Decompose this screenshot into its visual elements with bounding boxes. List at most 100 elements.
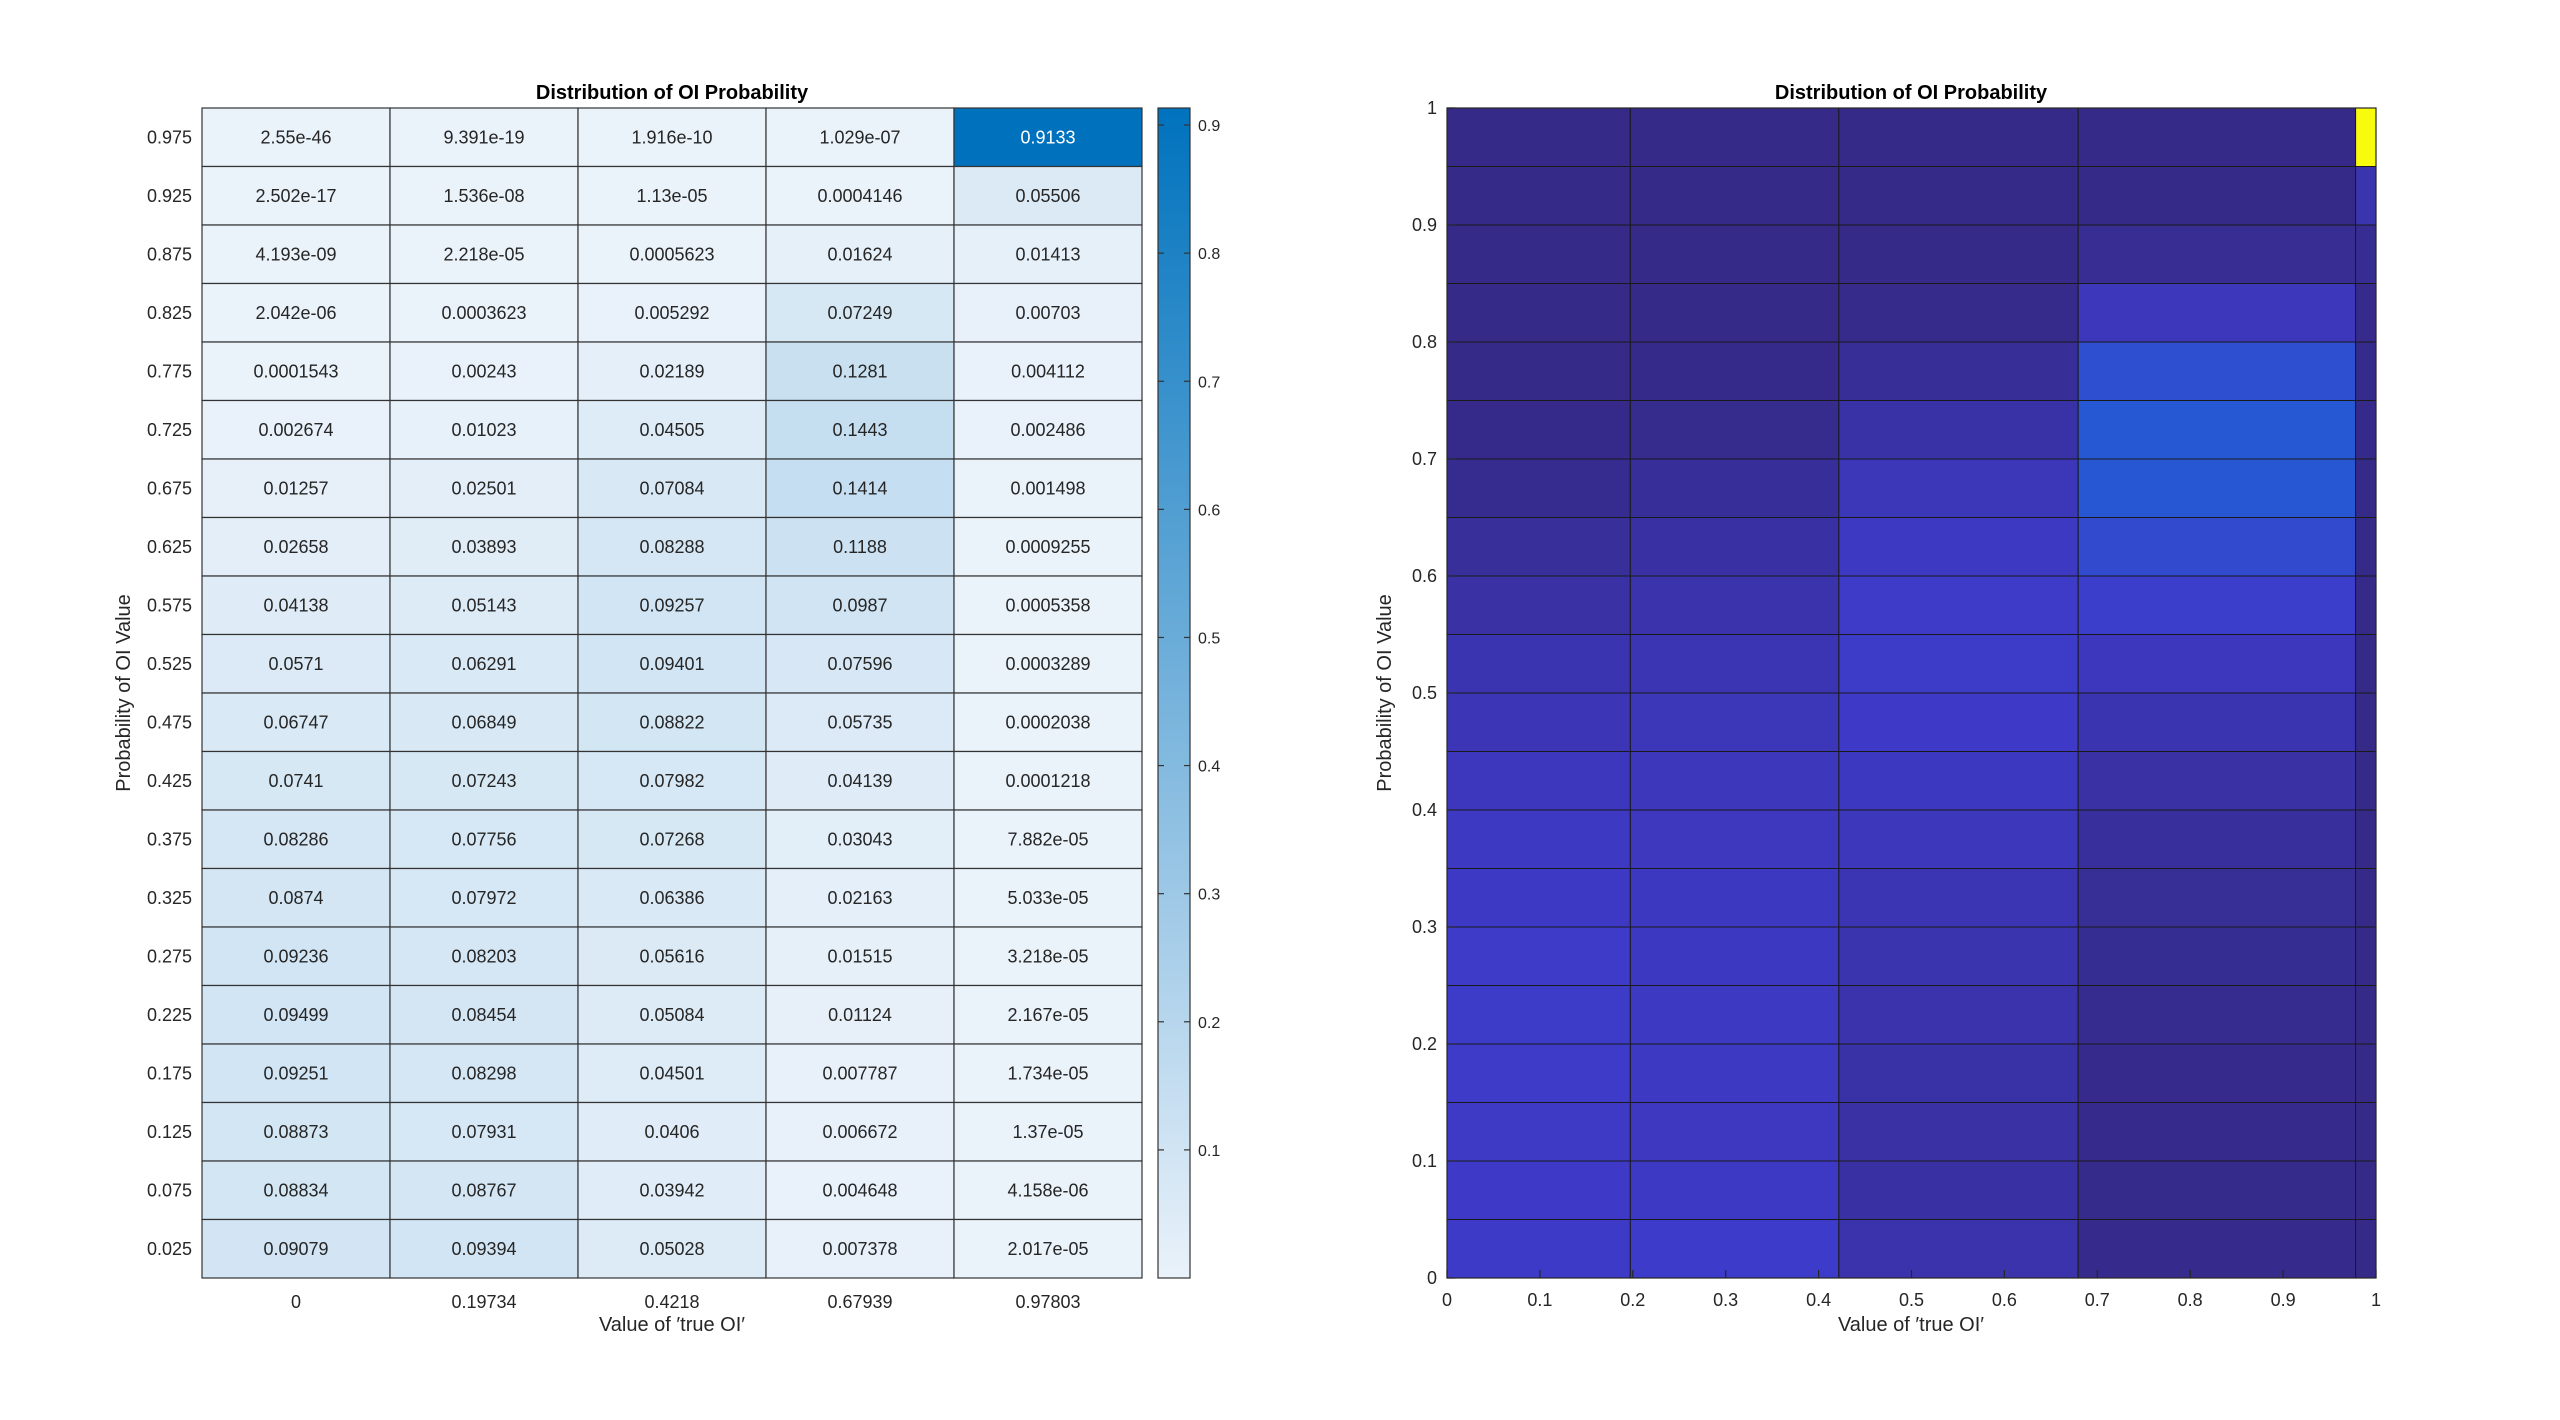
left-heatmap-cell-value: 0.0406 bbox=[644, 1122, 699, 1142]
right-x-tick-label: 1 bbox=[2371, 1290, 2381, 1310]
right-heatmap-cell bbox=[1838, 575, 2079, 635]
right-heatmap-cell bbox=[2355, 926, 2377, 986]
right-heatmap-cell bbox=[2355, 1102, 2377, 1162]
right-y-tick-label: 1 bbox=[1427, 98, 1437, 118]
right-heatmap-cell bbox=[1629, 107, 1840, 167]
right-x-tick-label: 0.9 bbox=[2271, 1290, 2296, 1310]
left-heatmap-cell-value: 0.03893 bbox=[451, 537, 516, 557]
left-heatmap-cell bbox=[201, 1218, 391, 1279]
right-heatmap-cell bbox=[2077, 809, 2357, 869]
right-heatmap-cell bbox=[2077, 224, 2357, 284]
left-heatmap-cell-value: 0.07243 bbox=[451, 771, 516, 791]
right-heatmap-cell bbox=[1446, 634, 1631, 694]
left-heatmap-cell bbox=[577, 867, 767, 928]
left-heatmap-cell bbox=[953, 1160, 1143, 1221]
right-heatmap-cell bbox=[1838, 517, 2079, 577]
right-heatmap-cell bbox=[1629, 1043, 1840, 1103]
right-y-tick-label: 0.9 bbox=[1412, 215, 1437, 235]
right-x-tick-label: 0.5 bbox=[1899, 1290, 1924, 1310]
right-heatmap-cell bbox=[2355, 1160, 2377, 1220]
left-y-tick-label: 0.075 bbox=[147, 1180, 192, 1200]
right-heatmap-cell bbox=[1629, 985, 1840, 1045]
left-y-tick-label: 0.975 bbox=[147, 127, 192, 147]
right-heatmap-cell bbox=[1446, 926, 1631, 986]
right-y-tick-label: 0.1 bbox=[1412, 1151, 1437, 1171]
right-heatmap-cell bbox=[1838, 1219, 2079, 1279]
left-heatmap-cell-value: 0.07982 bbox=[639, 771, 704, 791]
left-heatmap-cell-value: 0.0987 bbox=[832, 595, 887, 615]
left-heatmap-cells: 2.55e-46 9.391e-19 1.916e-10 1.029e-07 0.913… bbox=[201, 107, 1143, 1279]
left-heatmap-cell-value: 0.05735 bbox=[827, 712, 892, 732]
left-heatmap-cell bbox=[389, 575, 579, 636]
right-heatmap-cell bbox=[1446, 517, 1631, 577]
left-heatmap-cell bbox=[201, 1160, 391, 1221]
left-heatmap-cell-value: 0.06849 bbox=[451, 712, 516, 732]
left-heatmap-cell-value: 0.05084 bbox=[639, 1005, 704, 1025]
right-heatmap-cell bbox=[2077, 1043, 2357, 1103]
right-heatmap-cell bbox=[2355, 809, 2377, 869]
left-heatmap-cell-value: 0.07931 bbox=[451, 1122, 516, 1142]
left-heatmap-cell bbox=[953, 867, 1143, 928]
left-heatmap-cell bbox=[953, 282, 1143, 343]
right-heatmap-cell bbox=[1629, 868, 1840, 928]
colorbar-tick-label: 0.6 bbox=[1198, 502, 1220, 519]
colorbar-tick-label: 0.2 bbox=[1198, 1015, 1220, 1032]
right-x-tick-label: 0.7 bbox=[2085, 1290, 2110, 1310]
right-heatmap-cell bbox=[1838, 809, 2079, 869]
left-heatmap-cell bbox=[389, 1043, 579, 1104]
left-heatmap-cell bbox=[389, 1160, 579, 1221]
colorbar: 0.1 0.2 0.3 0.4 0.5 0.6 0.7 0.8 0.9 bbox=[1157, 107, 1220, 1279]
left-heatmap-cell-value: 0.1414 bbox=[832, 478, 887, 498]
right-heatmap-cell bbox=[1446, 985, 1631, 1045]
left-heatmap-cell bbox=[577, 984, 767, 1045]
left-heatmap-cell-value: 0.0003289 bbox=[1005, 654, 1090, 674]
left-heatmap-cell-value: 0.02658 bbox=[263, 537, 328, 557]
right-heatmap-cell bbox=[2355, 283, 2377, 343]
left-heatmap-cell bbox=[201, 692, 391, 753]
left-heatmap-cell-value: 0.03043 bbox=[827, 829, 892, 849]
left-heatmap-cell-value: 0.04138 bbox=[263, 595, 328, 615]
left-heatmap-cell-value: 3.218e-05 bbox=[1007, 946, 1088, 966]
right-heatmap-cell bbox=[1446, 400, 1631, 460]
right-heatmap-cell bbox=[2355, 868, 2377, 928]
left-heatmap-cell-value: 2.55e-46 bbox=[260, 127, 331, 147]
left-heatmap-cell bbox=[765, 984, 955, 1045]
left-heatmap-cell bbox=[577, 575, 767, 636]
left-heatmap-cell-value: 0.04505 bbox=[639, 420, 704, 440]
right-heatmap-cell bbox=[1838, 1043, 2079, 1103]
left-heatmap-cell-value: 0.0874 bbox=[268, 888, 323, 908]
left-heatmap-cell bbox=[201, 282, 391, 343]
right-heatmap-cell bbox=[1446, 107, 1631, 167]
left-heatmap-cell-value: 0.0741 bbox=[268, 771, 323, 791]
left-heatmap-cell bbox=[389, 224, 579, 285]
left-y-tick-label: 0.575 bbox=[147, 595, 192, 615]
left-heatmap-cell bbox=[765, 633, 955, 694]
left-heatmap-cell-value: 1.734e-05 bbox=[1007, 1063, 1088, 1083]
left-heatmap-cell-value: 0.007378 bbox=[822, 1239, 897, 1259]
right-heatmap-cell bbox=[1629, 575, 1840, 635]
left-chart-title: Distribution of OI Probability bbox=[536, 82, 809, 104]
left-heatmap-cell bbox=[953, 633, 1143, 694]
left-heatmap-cell bbox=[577, 224, 767, 285]
left-heatmap-cell-value: 0.01257 bbox=[263, 478, 328, 498]
left-heatmap-cell-value: 0.08298 bbox=[451, 1063, 516, 1083]
left-y-tick-label: 0.125 bbox=[147, 1122, 192, 1142]
left-heatmap-cell bbox=[765, 516, 955, 577]
left-y-tick-label: 0.925 bbox=[147, 186, 192, 206]
left-heatmap-cell-value: 2.042e-06 bbox=[255, 303, 336, 323]
left-heatmap-cell-value: 0.07972 bbox=[451, 888, 516, 908]
left-heatmap-cell-value: 0.09251 bbox=[263, 1063, 328, 1083]
left-heatmap-cell bbox=[765, 1160, 955, 1221]
right-x-tick-label: 0.2 bbox=[1620, 1290, 1645, 1310]
left-heatmap-cell-value: 0.07268 bbox=[639, 829, 704, 849]
left-heatmap-cell bbox=[577, 1160, 767, 1221]
left-heatmap-cell-value: 0.004648 bbox=[822, 1180, 897, 1200]
right-heatmap-cell bbox=[2077, 341, 2357, 401]
left-heatmap-cell-value: 0.01624 bbox=[827, 244, 892, 264]
right-heatmap-cell bbox=[1446, 1043, 1631, 1103]
right-heatmap-cell bbox=[2077, 985, 2357, 1045]
left-heatmap-cell bbox=[765, 692, 955, 753]
right-heatmap-cell bbox=[1446, 1102, 1631, 1162]
right-heatmap-cell bbox=[2077, 751, 2357, 811]
right-heatmap-cell bbox=[1838, 751, 2079, 811]
